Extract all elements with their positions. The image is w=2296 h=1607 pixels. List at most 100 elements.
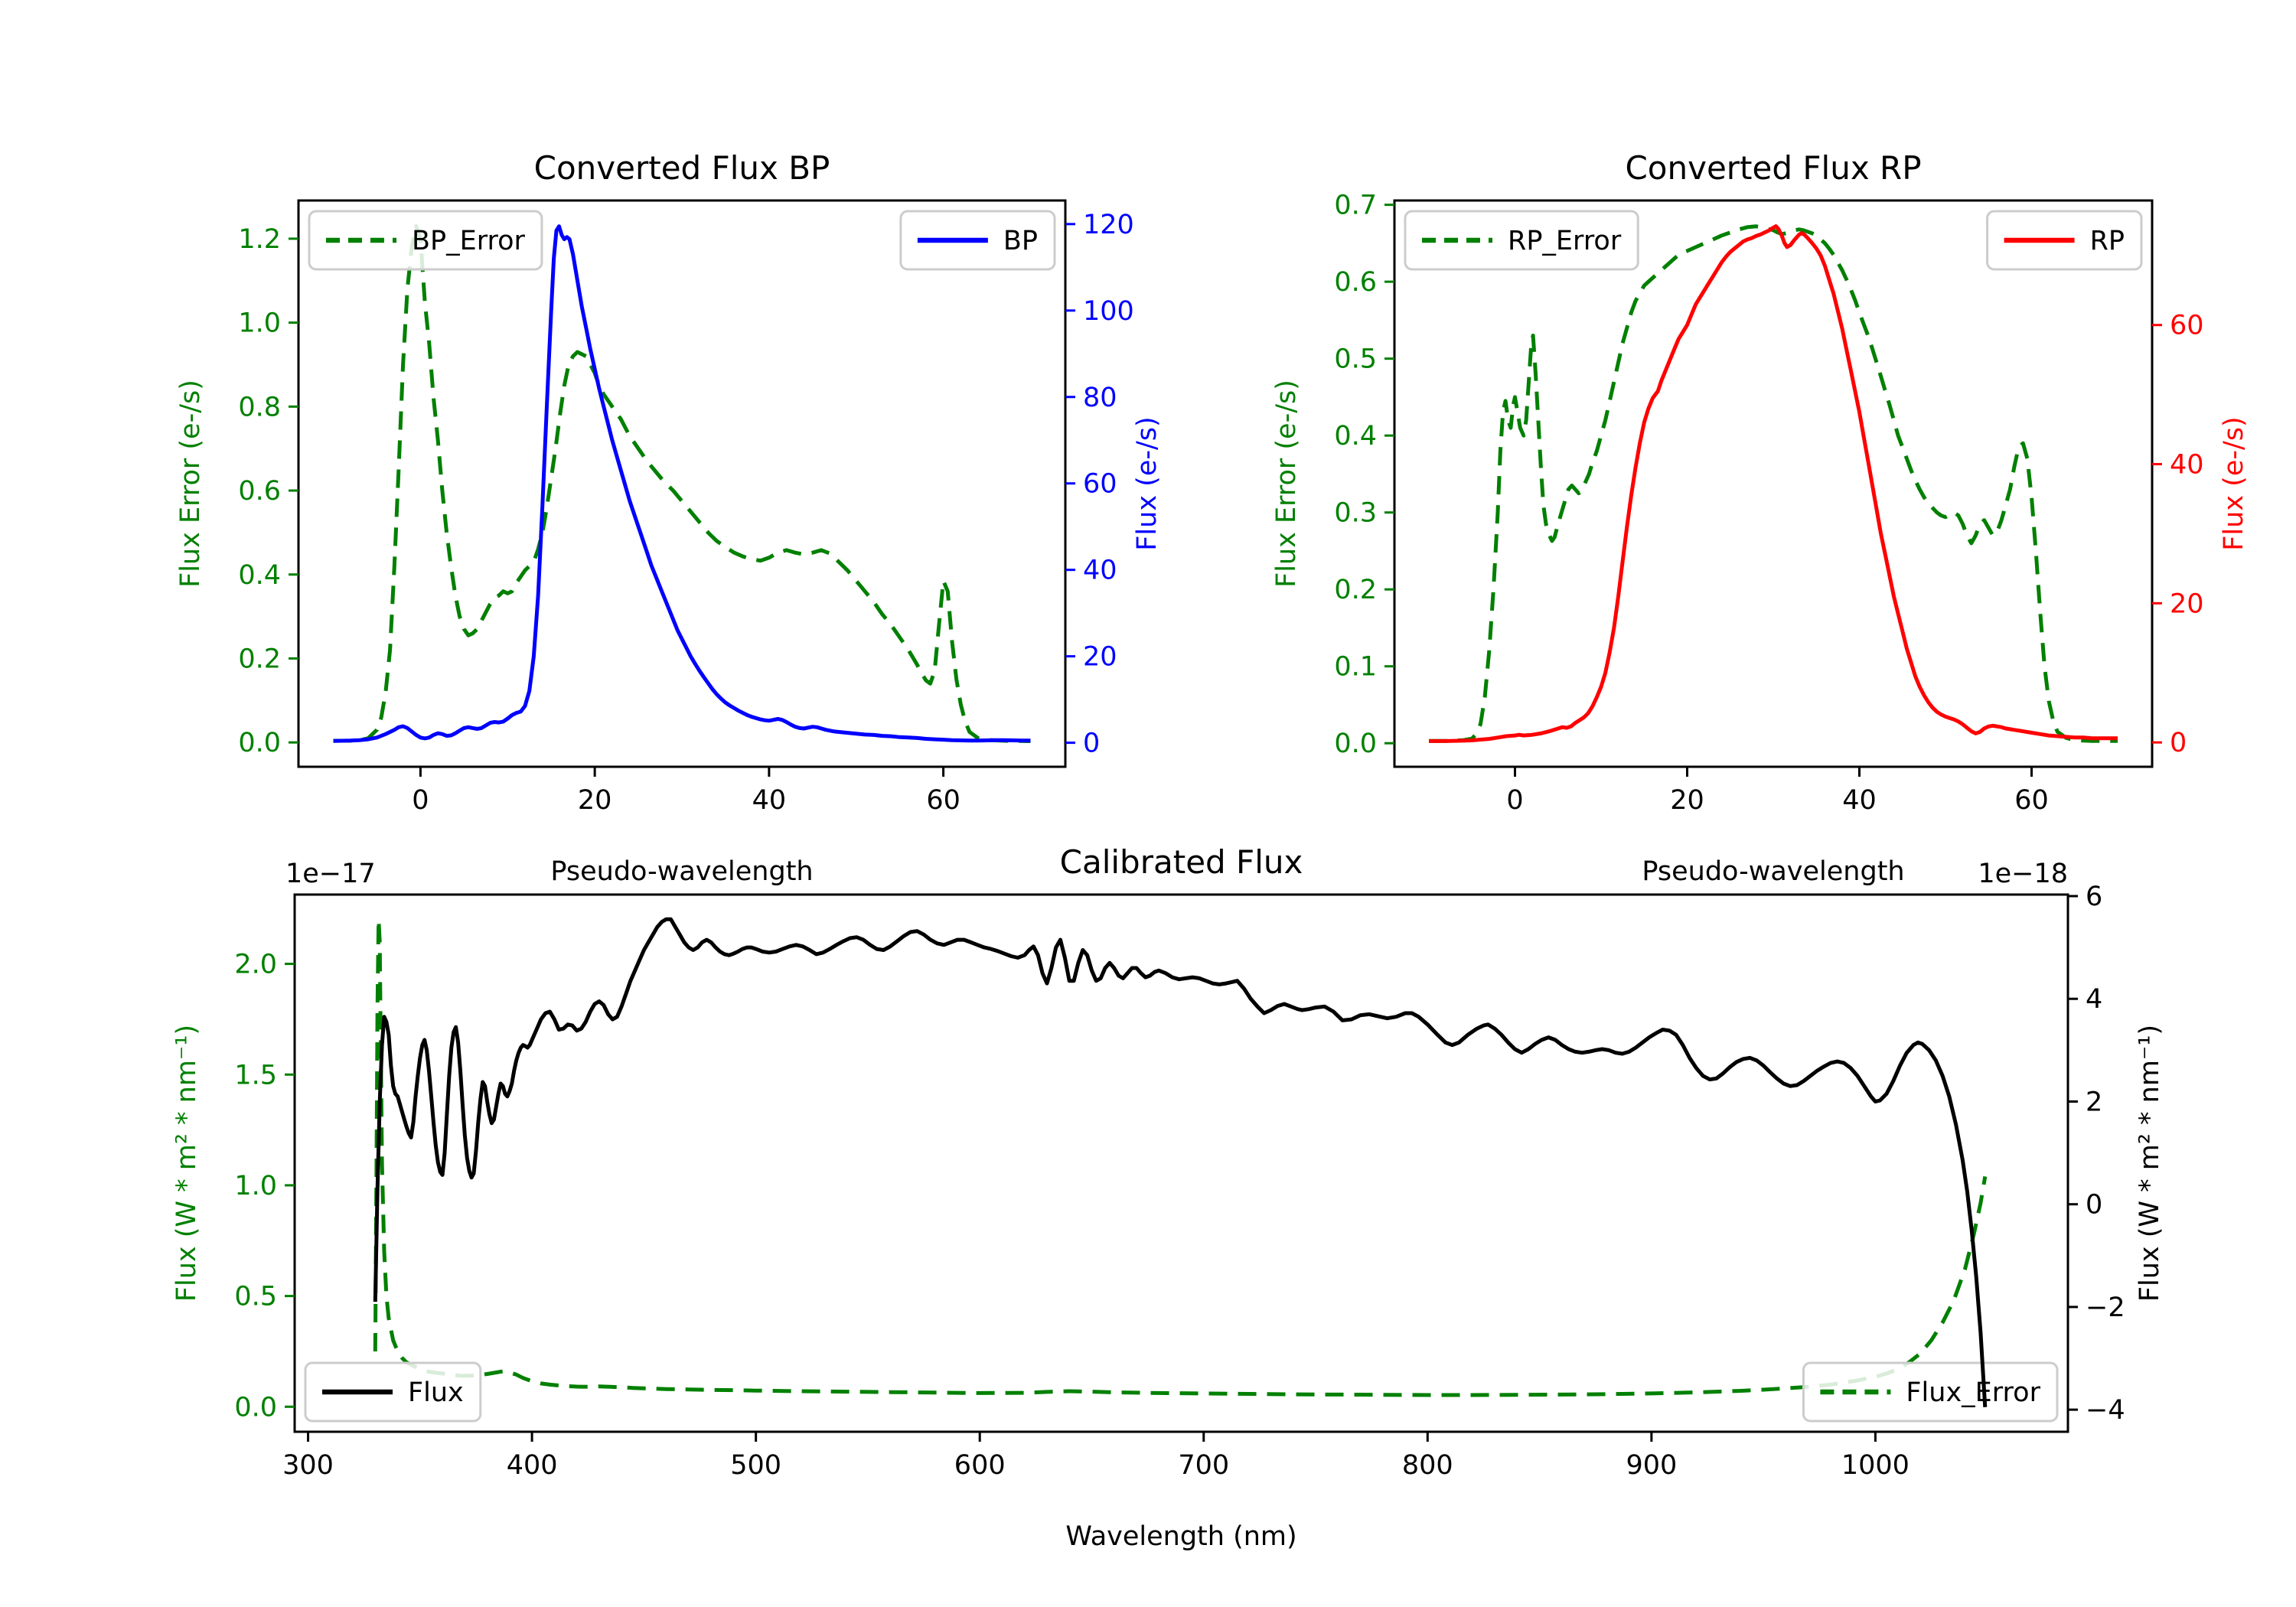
right-y-axis: 0 20 40 60 Flux (e-/s) [2152,311,2249,758]
x-tick-label: 400 [507,1450,558,1481]
left-y-tick-label: 0.0 [234,1392,277,1423]
right-y-tick-label: 2 [2086,1087,2102,1117]
x-axis-label: Wavelength (nm) [1065,1521,1296,1552]
x-tick-label: 0 [1506,785,1523,816]
left-y-tick-label: 0.3 [1334,498,1377,529]
left-y-tick-label: 0.2 [238,644,281,674]
left-y-tick-label: 0.4 [1334,421,1377,451]
legend-bp: BP [899,210,1056,271]
left-y-tick-label: 1.5 [234,1060,277,1090]
x-axis-label: Pseudo-wavelength [550,856,813,887]
right-y-tick-label: 40 [1083,556,1117,586]
left-y-tick-label: 0.8 [238,392,281,422]
left-y-tick-label: 0.0 [1334,729,1377,759]
right-y-tick-label: 120 [1083,210,1134,240]
right-y-tick-label: 40 [2170,450,2204,481]
x-tick-label: 40 [752,785,787,816]
left-y-axis-label: Flux Error (e-/s) [175,380,206,588]
left-y-tick-label: 0.4 [238,560,281,591]
x-axis: 0 20 40 60 Pseudo-wavelength [1506,767,2049,887]
chart-title: Calibrated Flux [1060,843,1303,881]
axes-box [293,893,2069,1433]
right-y-axis: −4 −2 0 2 4 6 Flux (W * m² * nm⁻¹) 1e−18 [1978,859,2165,1426]
legend-label: RP_Error [1508,226,1622,256]
x-tick-label: 60 [2014,785,2049,816]
right-y-tick-label: 6 [2086,882,2102,912]
right-y-tick-label: 0 [2170,728,2187,758]
left-y-axis: 0.0 0.2 0.4 0.6 0.8 1.0 1.2 Flux Error (e-/s) [175,224,298,758]
legend-box [308,210,543,271]
left-y-tick-label: 1.2 [238,224,281,255]
legend-box [1404,210,1639,271]
right-y-tick-label: −4 [2086,1395,2125,1426]
x-tick-label: 300 [282,1450,334,1481]
right-y-tick-label: 80 [1083,383,1117,413]
left-y-tick-label: 1.0 [234,1171,277,1201]
x-tick-label: 500 [730,1450,781,1481]
right-y-tick-label: 60 [1083,469,1117,500]
right-y-tick-label: 4 [2086,984,2102,1015]
right-y-tick-label: −2 [2086,1292,2125,1323]
left-y-axis: 0.0 0.1 0.2 0.3 0.4 0.5 0.6 0.7 Flux Error (e-/s… [1271,191,1394,759]
right-offset-text: 1e−18 [1978,859,2068,889]
legend-flux_error: Flux_Error [1802,1361,2059,1423]
right-y-tick-label: 0 [1083,729,1100,759]
right-y-axis-label: Flux (e-/s) [1132,416,1163,550]
x-axis-label: Pseudo-wavelength [1642,856,1904,887]
x-tick-label: 1000 [1841,1450,1910,1481]
x-tick-label: 40 [1842,785,1877,816]
legend-label: BP [1003,226,1038,256]
x-tick-label: 900 [1626,1450,1677,1481]
legend-rp_error: RP_Error [1404,210,1639,271]
axes-box [1393,199,2154,768]
x-tick-label: 700 [1178,1450,1229,1481]
x-tick-label: 0 [412,785,429,816]
right-y-tick-label: 20 [1083,642,1117,673]
left-y-tick-label: 0.5 [1334,344,1377,375]
right-y-tick-label: 100 [1083,296,1134,327]
chart-rp: RP_Error RP 0 20 40 60 Pseudo-wavelength 0.0 0.1… [1271,149,2249,887]
legend-flux: Flux [304,1361,482,1423]
x-tick-label: 600 [954,1450,1006,1481]
left-y-axis-label: Flux (W * m² * nm⁻¹) [171,1025,202,1302]
left-y-tick-label: 0.6 [1334,267,1377,298]
legend-label: RP [2090,226,2125,256]
left-y-tick-label: 0.6 [238,476,281,507]
left-y-axis: 0.0 0.5 1.0 1.5 2.0 Flux (W * m² * nm⁻¹) 1e−17 [171,859,376,1423]
left-y-axis-label: Flux Error (e-/s) [1271,380,1302,588]
x-tick-label: 800 [1402,1450,1453,1481]
rp_error-line [1429,224,2118,743]
rp-line [1429,224,2118,743]
left-y-tick-label: 2.0 [234,950,277,980]
left-y-tick-label: 0.5 [234,1282,277,1312]
legend-box [1802,1361,2059,1423]
legend-label: Flux_Error [1906,1377,2040,1408]
right-y-axis: 0 20 40 60 80 100 120 Flux (e-/s) [1065,210,1163,759]
x-tick-label: 60 [926,785,960,816]
chart-title: Converted Flux BP [534,149,830,187]
legend-box [304,1361,482,1423]
bp-line [333,224,1031,743]
x-tick-label: 20 [1670,785,1704,816]
left-y-tick-label: 0.2 [1334,575,1377,605]
legend-label: BP_Error [412,226,526,256]
chart-bp: BP_Error BP 0 20 40 60 Pseudo-wavelength 0.0 0.2… [175,149,1163,887]
x-axis: 300 400 500 600 700 800 900 1000 Wavelength (nm) [282,1432,1910,1552]
chart-calibrated: Flux_Error Flux 300 400 500 600 700 800 900 1000 W… [171,843,2165,1552]
chart-title: Converted Flux RP [1625,149,1921,187]
left-y-tick-label: 0.0 [238,728,281,758]
left-y-tick-label: 0.7 [1334,191,1377,221]
x-tick-label: 20 [578,785,612,816]
legend-bp_error: BP_Error [308,210,543,271]
left-offset-text: 1e−17 [285,859,376,889]
right-y-axis-label: Flux (W * m² * nm⁻¹) [2135,1025,2165,1302]
right-y-axis-label: Flux (e-/s) [2219,416,2249,550]
left-y-tick-label: 0.1 [1334,652,1377,683]
right-y-tick-label: 0 [2086,1190,2102,1221]
legend-rp: RP [1986,210,2143,271]
left-y-tick-label: 1.0 [238,308,281,339]
flux-line [373,917,1988,1407]
x-axis: 0 20 40 60 Pseudo-wavelength [412,767,960,887]
